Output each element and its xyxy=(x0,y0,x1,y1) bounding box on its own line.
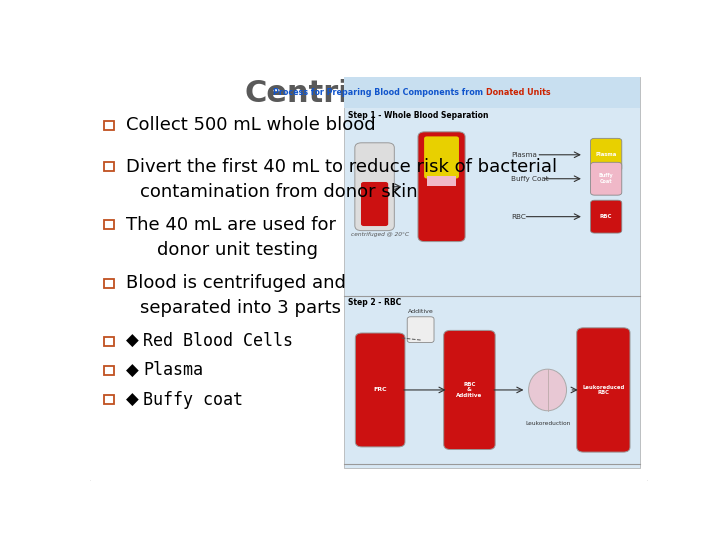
FancyBboxPatch shape xyxy=(590,200,622,233)
Bar xyxy=(344,77,639,109)
Text: Plasma: Plasma xyxy=(511,152,537,158)
Text: The 40 mL are used for: The 40 mL are used for xyxy=(126,216,336,234)
Text: Buffy
Coat: Buffy Coat xyxy=(599,173,613,184)
FancyBboxPatch shape xyxy=(356,333,405,447)
Text: ◆: ◆ xyxy=(126,332,139,350)
Text: FRC: FRC xyxy=(374,388,387,393)
Text: RBC
&
Additive: RBC & Additive xyxy=(456,382,482,399)
Text: Additive: Additive xyxy=(408,309,433,314)
FancyBboxPatch shape xyxy=(424,137,459,179)
Text: separated into 3 parts: separated into 3 parts xyxy=(140,299,341,317)
Text: Blood is centrifuged and: Blood is centrifuged and xyxy=(126,274,346,292)
Text: Process for Preparing Blood Components from: Process for Preparing Blood Components f… xyxy=(274,89,486,97)
FancyBboxPatch shape xyxy=(577,328,630,452)
FancyBboxPatch shape xyxy=(418,132,465,241)
Text: Red Blood Cells: Red Blood Cells xyxy=(143,332,293,350)
FancyBboxPatch shape xyxy=(590,163,622,195)
Text: Centrifugation: Centrifugation xyxy=(244,79,494,109)
Bar xyxy=(344,77,639,468)
FancyBboxPatch shape xyxy=(361,182,388,226)
Text: Buffy Coat: Buffy Coat xyxy=(511,176,549,182)
FancyBboxPatch shape xyxy=(590,138,622,171)
Text: Donated Units: Donated Units xyxy=(486,89,551,97)
FancyBboxPatch shape xyxy=(444,330,495,449)
FancyBboxPatch shape xyxy=(355,143,395,231)
FancyBboxPatch shape xyxy=(408,317,434,342)
Text: Buffy coat: Buffy coat xyxy=(143,390,243,409)
Text: Step 2 - RBC: Step 2 - RBC xyxy=(348,298,402,307)
Text: Leukoreduced
RBC: Leukoreduced RBC xyxy=(582,384,624,395)
FancyBboxPatch shape xyxy=(87,63,651,483)
Bar xyxy=(427,177,456,186)
Text: Step 1 - Whole Blood Separation: Step 1 - Whole Blood Separation xyxy=(348,111,489,119)
Text: Leukoreduction: Leukoreduction xyxy=(525,421,570,426)
Text: ◆: ◆ xyxy=(126,361,139,380)
Ellipse shape xyxy=(528,369,567,411)
Text: RBC: RBC xyxy=(600,214,613,219)
Text: centrifuged @ 20°C: centrifuged @ 20°C xyxy=(351,232,409,237)
Text: ◆: ◆ xyxy=(126,390,139,409)
Text: Plasma: Plasma xyxy=(143,361,203,380)
Text: Divert the first 40 mL to reduce risk of bacterial: Divert the first 40 mL to reduce risk of… xyxy=(126,158,557,176)
Text: contamination from donor skin: contamination from donor skin xyxy=(140,183,418,201)
Text: Plasma: Plasma xyxy=(595,152,617,157)
Text: Collect 500 mL whole blood: Collect 500 mL whole blood xyxy=(126,116,376,134)
Text: RBC: RBC xyxy=(511,214,526,220)
Text: donor unit testing: donor unit testing xyxy=(157,241,318,259)
